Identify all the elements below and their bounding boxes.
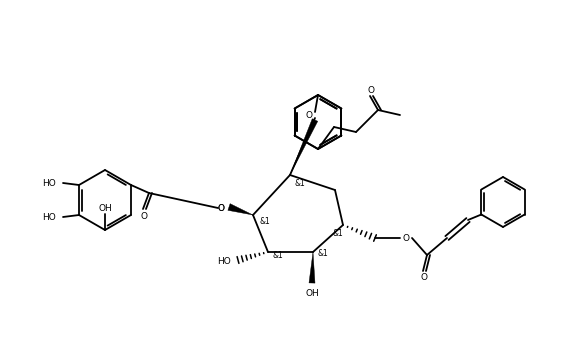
Text: O: O [367, 85, 374, 95]
Text: &1: &1 [272, 251, 283, 261]
Text: O: O [218, 203, 225, 212]
Text: &1: &1 [317, 250, 328, 258]
Text: HO: HO [42, 178, 56, 187]
Text: &1: &1 [332, 228, 343, 237]
Text: OH: OH [98, 203, 112, 212]
Text: O: O [403, 233, 410, 242]
Text: O: O [420, 273, 427, 282]
Text: OH: OH [305, 288, 319, 297]
Polygon shape [309, 252, 315, 283]
Text: &1: &1 [260, 216, 270, 226]
Text: O: O [141, 211, 147, 221]
Text: &1: &1 [295, 178, 305, 187]
Text: O: O [218, 203, 225, 212]
Polygon shape [228, 204, 253, 215]
Text: O: O [305, 111, 313, 120]
Polygon shape [290, 119, 318, 175]
Text: HO: HO [217, 257, 231, 266]
Text: HO: HO [42, 212, 56, 221]
